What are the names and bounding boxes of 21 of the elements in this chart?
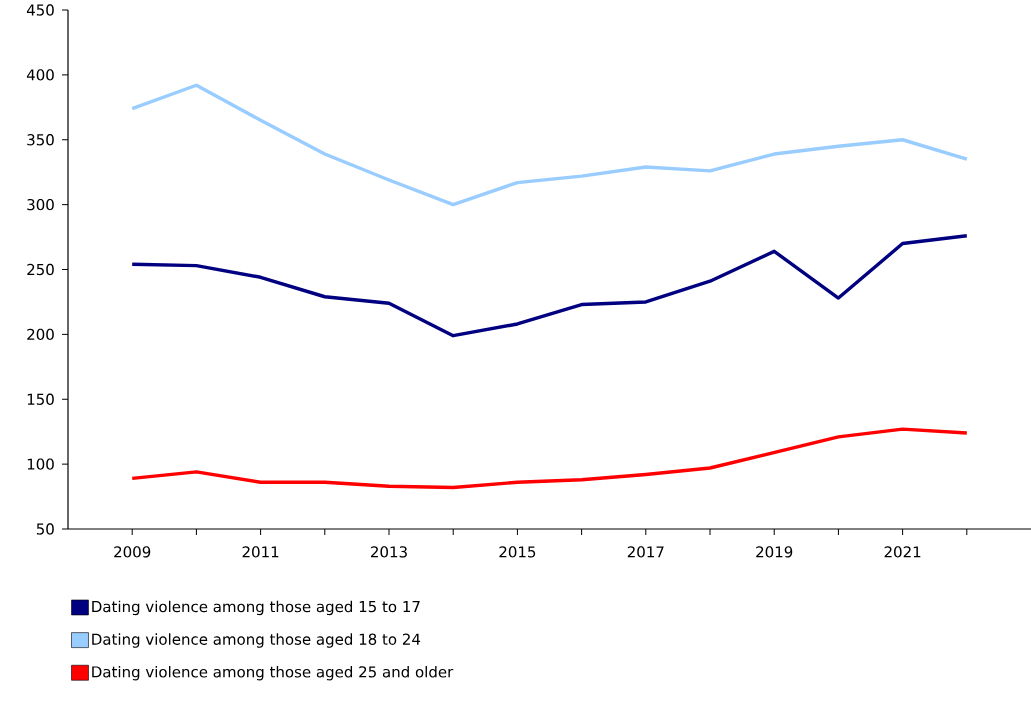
y-tick-label: 50 [36,523,54,535]
x-tick-label: 2009 [114,546,151,558]
line-series [130,83,969,207]
legend-label: Dating violence among those aged 25 and older [92,665,454,681]
x-tick-label: 2017 [627,546,664,558]
x-tick-label: 2013 [371,546,407,558]
legend-label: Dating violence among those aged 18 to 24 [92,633,421,648]
y-tick-label: 250 [27,263,54,276]
y-tick-label: 100 [27,458,54,470]
y-tick-label: 200 [27,328,54,341]
legend-label: Dating violence among those aged 15 to 17 [92,600,420,616]
y-tick-label: 150 [27,393,54,405]
x-tick-label: 2015 [499,546,536,558]
y-tick-label: 300 [27,198,54,211]
line-series [130,234,969,338]
y-tick-label: 450 [26,4,54,16]
x-tick-label: 2021 [884,546,921,558]
x-tick-label: 2019 [756,546,793,558]
y-tick-label: 350 [27,134,54,146]
y-tick-label: 400 [26,69,54,81]
x-tick-label: 2011 [242,546,279,558]
